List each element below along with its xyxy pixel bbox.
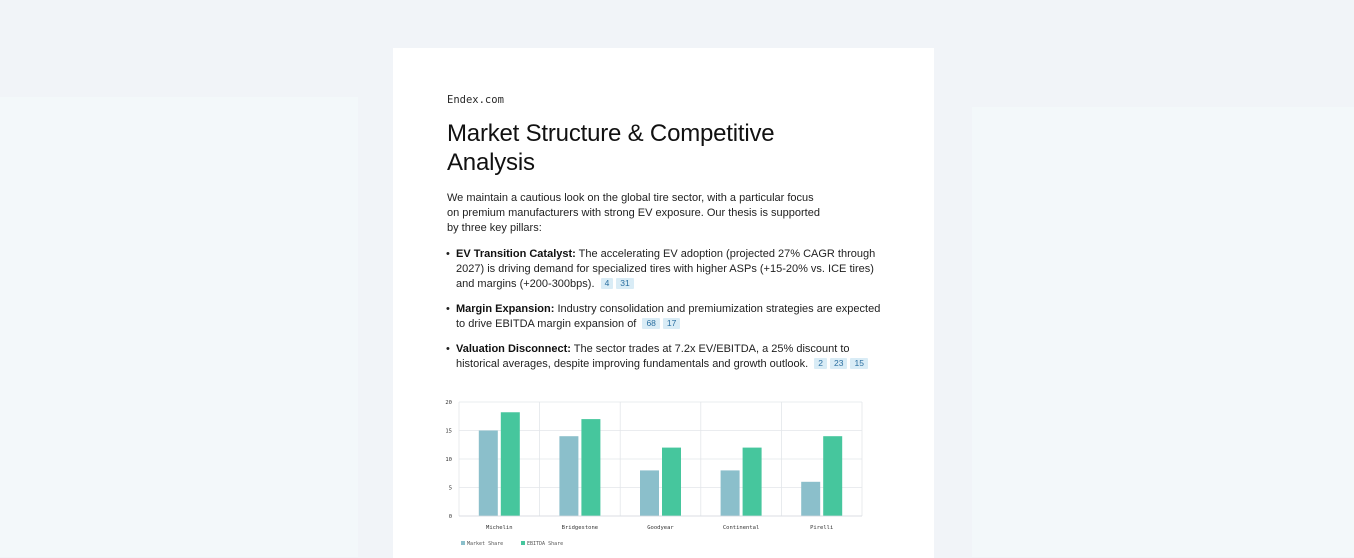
pillar-item: Margin Expansion: Industry consolidation… (446, 302, 887, 332)
x-tick-label: Bridgestone (562, 525, 598, 531)
share-bar-chart: 0 5 10 15 20 Michelin Bridgestone Goodyear Conti… (445, 400, 863, 547)
bar-market-share (720, 470, 740, 516)
y-tick-label: 0 (449, 514, 452, 520)
bar-market-share (478, 430, 498, 516)
brand-label: Endex.com (447, 94, 504, 106)
y-tick-label: 10 (445, 457, 452, 463)
background-panel-left (0, 97, 358, 557)
legend-swatch (521, 541, 525, 545)
bar-market-share (559, 436, 579, 516)
pillar-item: EV Transition Catalyst: The accelerating… (446, 247, 887, 292)
y-tick-label: 15 (445, 429, 452, 435)
y-tick-label: 20 (445, 400, 452, 406)
pillar-title: Margin Expansion: (456, 303, 555, 315)
citation-badge[interactable]: 68 (642, 318, 660, 329)
pillar-text: Industry consolidation and premiumizatio… (456, 303, 881, 330)
x-tick-label: Pirelli (810, 525, 833, 531)
legend-swatch (461, 541, 465, 545)
citation-badge[interactable]: 4 (600, 278, 614, 289)
bar-ebitda-share (823, 436, 843, 516)
pillar-text: The accelerating EV adoption (projected … (456, 248, 876, 290)
x-tick-label: Michelin (486, 525, 513, 531)
citation-badge[interactable]: 23 (830, 358, 848, 369)
bar-ebitda-share (742, 447, 762, 516)
citation-badge[interactable]: 2 (814, 358, 827, 369)
legend-label: Market Share (467, 541, 503, 547)
bar-ebitda-share (581, 419, 601, 516)
pillar-title: EV Transition Catalyst: (456, 248, 576, 260)
pillar-item: Valuation Disconnect: The sector trades … (446, 342, 887, 372)
intro-paragraph: We maintain a cautious look on the globa… (447, 192, 820, 234)
background-panel-right (972, 107, 1354, 557)
document-page: Endex.com Market Structure & Competitive… (393, 48, 934, 558)
x-tick-label: Goodyear (647, 525, 674, 531)
pillar-text: The sector trades at 7.2x EV/EBITDA, a 2… (456, 343, 850, 370)
legend-label: EBITDA Share (527, 541, 563, 547)
citation-badge[interactable]: 17 (662, 318, 681, 329)
bar-market-share (640, 470, 659, 516)
bar-ebitda-share (500, 412, 520, 516)
bar-ebitda-share (662, 447, 681, 516)
x-tick-label: Continental (723, 525, 759, 531)
page-title: Market Structure & Competitive Analysis (447, 120, 775, 176)
key-pillars-list: EV Transition Catalyst: The accelerating… (446, 247, 887, 382)
citation-badge[interactable]: 31 (616, 278, 634, 289)
y-tick-label: 5 (449, 486, 452, 492)
pillar-title: Valuation Disconnect: (456, 343, 571, 355)
bar-market-share (801, 481, 821, 516)
citation-badge[interactable]: 15 (850, 358, 868, 369)
